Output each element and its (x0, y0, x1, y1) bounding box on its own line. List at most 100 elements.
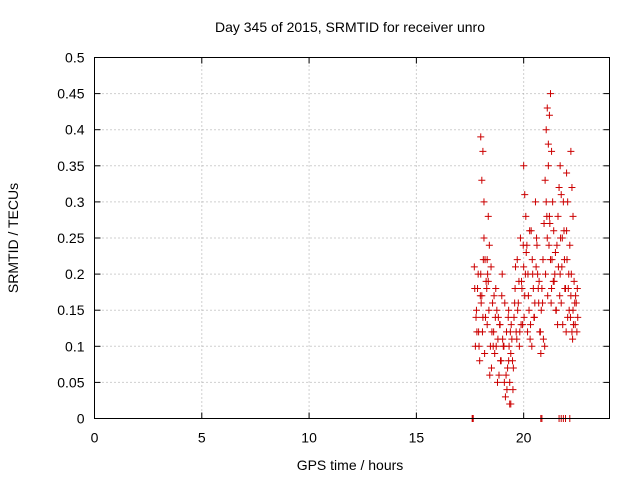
data-point (501, 393, 509, 401)
chart-title: Day 345 of 2015, SRMTID for receiver unr… (215, 19, 485, 35)
data-point (483, 256, 491, 264)
data-point (490, 292, 498, 300)
data-point (534, 285, 542, 293)
data-point (498, 292, 506, 300)
data-point (557, 299, 565, 307)
data-point (543, 234, 551, 242)
data-point (514, 306, 522, 314)
data-point (532, 263, 540, 271)
data-point (539, 299, 547, 307)
data-point (484, 277, 492, 285)
data-point (487, 263, 495, 271)
data-point (543, 212, 551, 220)
data-point (551, 248, 559, 256)
data-point (478, 176, 486, 184)
data-point (470, 263, 478, 271)
data-point (478, 328, 486, 336)
data-point (511, 285, 519, 293)
data-point (502, 371, 510, 379)
data-point (481, 313, 489, 321)
data-point (492, 285, 500, 293)
data-point (569, 212, 577, 220)
data-point (518, 285, 526, 293)
data-point (519, 241, 527, 249)
data-point (550, 227, 558, 235)
data-point (524, 328, 532, 336)
data-point (471, 285, 479, 293)
data-point (549, 277, 557, 285)
data-point (511, 299, 519, 307)
data-point (560, 227, 568, 235)
data-point (531, 299, 539, 307)
data-point (499, 335, 507, 343)
data-point (489, 342, 497, 350)
data-point (563, 256, 571, 264)
data-point (505, 306, 513, 314)
data-points (468, 90, 582, 422)
y-tick-label: 0.3 (65, 194, 85, 210)
data-point (472, 306, 480, 314)
data-point (568, 183, 576, 191)
data-point (520, 263, 528, 271)
data-point (563, 169, 571, 177)
y-axis-label: SRMTID / TECUs (5, 183, 21, 293)
data-point (570, 277, 578, 285)
data-point (569, 321, 577, 329)
data-point (515, 342, 523, 350)
x-tick-label: 15 (409, 430, 425, 446)
data-point (547, 299, 555, 307)
data-point (507, 321, 515, 329)
data-point (481, 350, 489, 358)
data-point (496, 357, 504, 365)
y-tick-label: 0.2 (65, 266, 85, 282)
data-point (480, 198, 488, 206)
data-point (566, 313, 574, 321)
data-point (529, 270, 537, 278)
y-tick-label: 0.25 (57, 230, 84, 246)
data-point (491, 350, 499, 358)
data-point (491, 313, 499, 321)
y-tick-label: 0.45 (57, 86, 84, 102)
data-point (539, 335, 547, 343)
y-tick-label: 0 (77, 411, 85, 427)
data-point (498, 270, 506, 278)
data-point (573, 285, 581, 293)
data-point (493, 306, 501, 314)
y-tick-label: 0.35 (57, 158, 84, 174)
data-point (477, 133, 485, 141)
data-point (545, 241, 553, 249)
data-point (552, 306, 560, 314)
data-point (520, 162, 528, 170)
data-point (528, 342, 536, 350)
data-point (564, 198, 572, 206)
x-tick-label: 0 (91, 430, 99, 446)
data-point (503, 386, 511, 394)
data-point (574, 313, 582, 321)
data-point (493, 378, 501, 386)
x-axis-label: GPS time / hours (297, 457, 404, 473)
data-point (572, 292, 580, 300)
data-point (556, 292, 564, 300)
data-point (554, 212, 562, 220)
x-tick-label: 10 (301, 430, 317, 446)
data-point (476, 292, 484, 300)
data-point (525, 306, 533, 314)
data-point (475, 342, 483, 350)
data-point (557, 234, 565, 242)
data-point (541, 342, 549, 350)
data-point (535, 277, 543, 285)
data-point (555, 183, 563, 191)
data-point (539, 256, 547, 264)
y-tick-label: 0.05 (57, 374, 84, 390)
data-point (495, 371, 503, 379)
y-tick-label: 0.4 (65, 122, 85, 138)
x-tick-label: 20 (516, 430, 532, 446)
data-point (476, 357, 484, 365)
data-point (526, 335, 534, 343)
data-point (533, 234, 541, 242)
data-point (517, 321, 525, 329)
data-point (513, 256, 521, 264)
data-point (527, 321, 535, 329)
data-point (537, 306, 545, 314)
